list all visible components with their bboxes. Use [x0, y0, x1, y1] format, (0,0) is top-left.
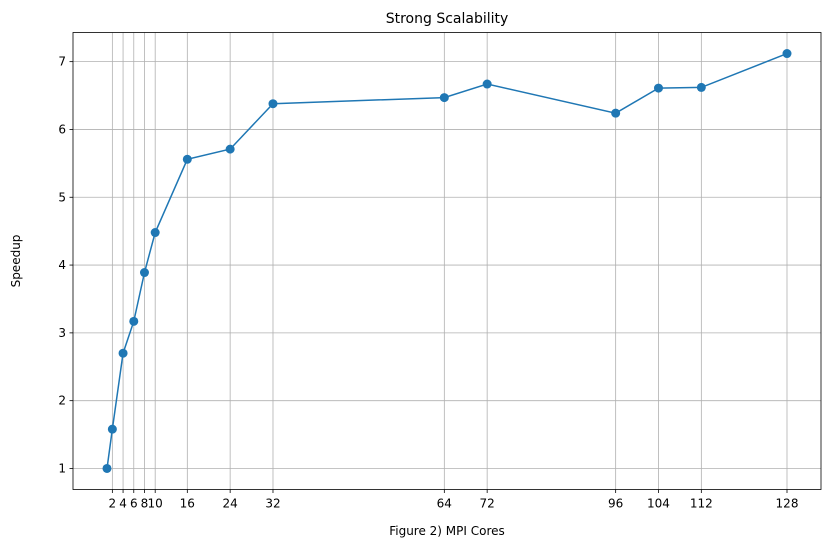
series-line — [106, 52, 788, 469]
data-point — [139, 268, 149, 278]
x-axis-label: Figure 2) MPI Cores — [389, 524, 505, 538]
data-point — [696, 82, 706, 92]
x-tick-label: 2 — [109, 497, 117, 511]
data-point — [150, 228, 160, 238]
x-tick-label: 4 — [119, 497, 127, 511]
x-tick-label: 96 — [608, 497, 623, 511]
x-tick-label: 104 — [647, 497, 670, 511]
x-tick-label: 24 — [223, 497, 238, 511]
y-tick-label: 1 — [58, 461, 66, 475]
data-point — [611, 108, 621, 118]
data-point — [118, 348, 128, 358]
data-point — [182, 154, 192, 164]
x-tick-label: 32 — [265, 497, 280, 511]
data-point — [107, 424, 117, 434]
x-tick-label: 6 — [130, 497, 138, 511]
plot-layer — [102, 49, 792, 473]
data-point — [102, 463, 112, 473]
y-tick-label: 7 — [58, 55, 66, 69]
y-tick-label: 3 — [58, 326, 66, 340]
x-tick-label: 128 — [776, 497, 799, 511]
data-point — [653, 83, 663, 93]
grid-layer — [73, 32, 821, 490]
data-point — [129, 316, 139, 326]
data-point — [782, 49, 792, 59]
chart-title: Strong Scalability — [386, 11, 509, 27]
x-tick-label: 10 — [148, 497, 163, 511]
y-tick-label: 4 — [58, 258, 66, 272]
data-point — [225, 144, 235, 154]
data-point — [482, 79, 492, 89]
x-tick-label: 16 — [180, 497, 195, 511]
y-tick-label: 2 — [58, 394, 66, 408]
plot-frame — [72, 32, 822, 490]
y-axis-label: Speedup — [9, 235, 23, 288]
y-tick-label: 5 — [58, 190, 66, 204]
x-tick-label: 72 — [480, 497, 495, 511]
x-tick-label: 8 — [141, 497, 149, 511]
x-tick-label: 112 — [690, 497, 713, 511]
y-tick-label: 6 — [58, 122, 66, 136]
data-point — [439, 93, 449, 103]
x-tick-label: 64 — [437, 497, 452, 511]
data-point — [268, 99, 278, 109]
